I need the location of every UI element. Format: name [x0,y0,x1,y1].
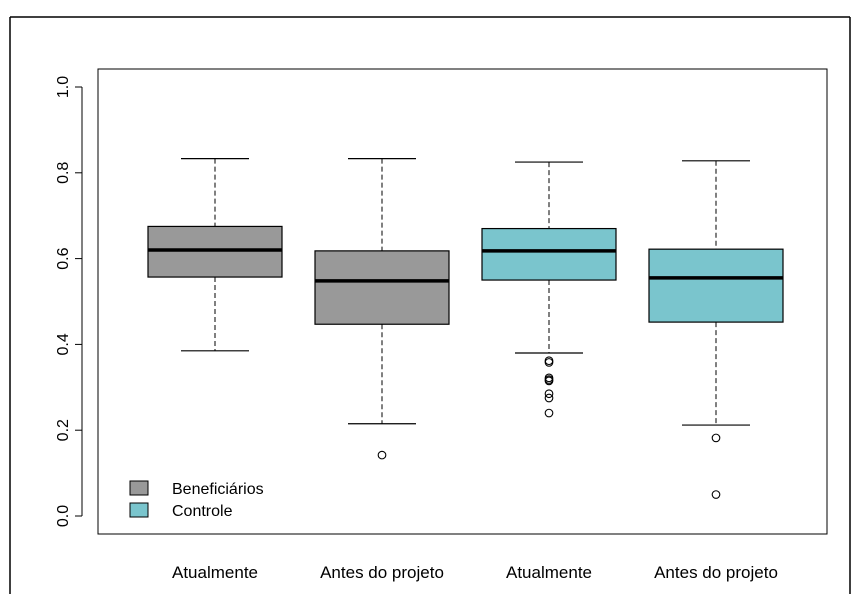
x-tick-label: Atualmente [172,563,258,582]
y-axis: 0.0 0.2 0.4 0.6 0.8 1.0 [55,76,83,527]
outlier-point [377,450,387,460]
y-tick-label: 0.2 [55,419,72,441]
x-tick-label: Atualmente [506,563,592,582]
boxes-group [147,158,784,499]
y-tick-label: 0.0 [55,505,72,527]
outlier-point [544,389,554,399]
box-iqr [648,248,784,323]
legend: Beneficiários Controle [129,480,264,520]
box-2 [314,158,450,460]
x-tick-label: Antes do projeto [320,563,444,582]
outlier-point [711,490,721,499]
legend-swatch [129,480,149,496]
x-tick-label: Antes do projeto [654,563,778,582]
y-tick-label: 0.6 [55,247,72,269]
legend-label: Controle [172,503,233,520]
y-tick-label: 0.4 [55,333,72,355]
outlier-point [544,408,554,418]
legend-label: Beneficiários [172,481,264,498]
legend-swatch [129,502,149,518]
y-tick-label: 0.8 [55,162,72,184]
outlier-point [544,393,554,403]
y-tick-label: 1.0 [55,76,72,98]
box-3 [481,161,617,418]
legend-item: Beneficiários [129,480,264,498]
x-axis: Atualmente Antes do projeto Atualmente Ante… [172,563,778,582]
box-1 [147,158,283,352]
outlier-point [544,376,554,386]
legend-item: Controle [129,502,233,520]
outlier-point [544,358,554,367]
plot-border [97,68,828,535]
box-iqr [481,227,617,281]
box-iqr [314,250,450,325]
box-4 [648,160,784,499]
outlier-point [711,433,721,443]
